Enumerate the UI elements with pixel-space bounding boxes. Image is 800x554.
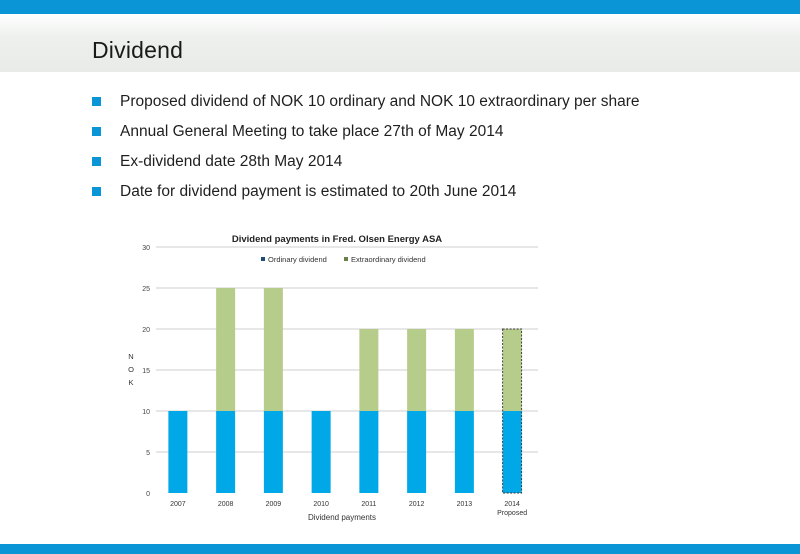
bar-ordinary-2008 [216,411,236,493]
bullet-text: Proposed dividend of NOK 10 ordinary and… [120,93,640,110]
bar-ordinary-2013 [454,411,474,493]
legend-swatch-extraordinary [344,257,348,261]
y-tick-label: 5 [146,450,150,457]
x-tick-label: 2011 [361,501,376,508]
bar-ordinary-2012 [407,411,427,493]
bar-ordinary-2007 [168,411,188,493]
bullet-square-icon [92,97,101,106]
bar-proposed-outline [502,328,523,494]
y-tick-label: 0 [146,491,150,498]
x-tick-label: 2009 [266,501,282,508]
y-tick-label: 25 [142,286,150,293]
bar-ordinary-2009 [263,411,283,493]
bar-extraordinary-2012 [407,329,427,411]
bullet-square-icon [92,157,101,166]
x-axis-label: Dividend payments [308,513,376,522]
y-tick-label: 20 [142,327,150,334]
x-tick-sublabel: Proposed [497,510,527,517]
bar-extraordinary-2014 [502,329,522,411]
bullet-text: Date for dividend payment is estimated t… [120,183,517,200]
x-tick-label: 2010 [313,501,329,508]
x-tick-label: 2014 [504,501,520,508]
bullet-text: Ex-dividend date 28th May 2014 [120,153,343,170]
legend-label-extraordinary: Extraordinary dividend [351,255,426,264]
y-tick-label: 30 [142,245,150,252]
y-tick-label: 10 [142,409,150,416]
legend-label-ordinary: Ordinary dividend [268,255,327,264]
y-axis-label-letter: K [128,378,133,387]
bar-extraordinary-2009 [263,288,283,411]
bar-ordinary-2010 [311,411,331,493]
bottom-accent-bar [0,544,800,554]
slide-title: Dividend [92,37,184,63]
bullet-square-icon [92,127,101,136]
x-tick-label: 2008 [218,501,234,508]
x-tick-label: 2012 [409,501,425,508]
bar-extraordinary-2013 [454,329,474,411]
bar-ordinary-2011 [359,411,379,493]
bar-extraordinary-2008 [216,288,236,411]
header-band [0,14,800,72]
top-accent-bar [0,0,800,14]
dividend-chart: Dividend payments in Fred. Olsen Energy … [128,234,538,522]
bar-extraordinary-2011 [359,329,379,411]
bullet-square-icon [92,187,101,196]
y-tick-label: 15 [142,368,150,375]
x-tick-label: 2013 [457,501,473,508]
legend-swatch-ordinary [261,257,265,261]
chart-title: Dividend payments in Fred. Olsen Energy … [232,234,442,245]
bar-ordinary-2014 [502,411,522,493]
x-tick-label: 2007 [170,501,186,508]
bullet-text: Annual General Meeting to take place 27t… [120,123,504,140]
y-axis-label-letter: O [128,365,134,374]
y-axis-label-letter: N [128,352,133,361]
